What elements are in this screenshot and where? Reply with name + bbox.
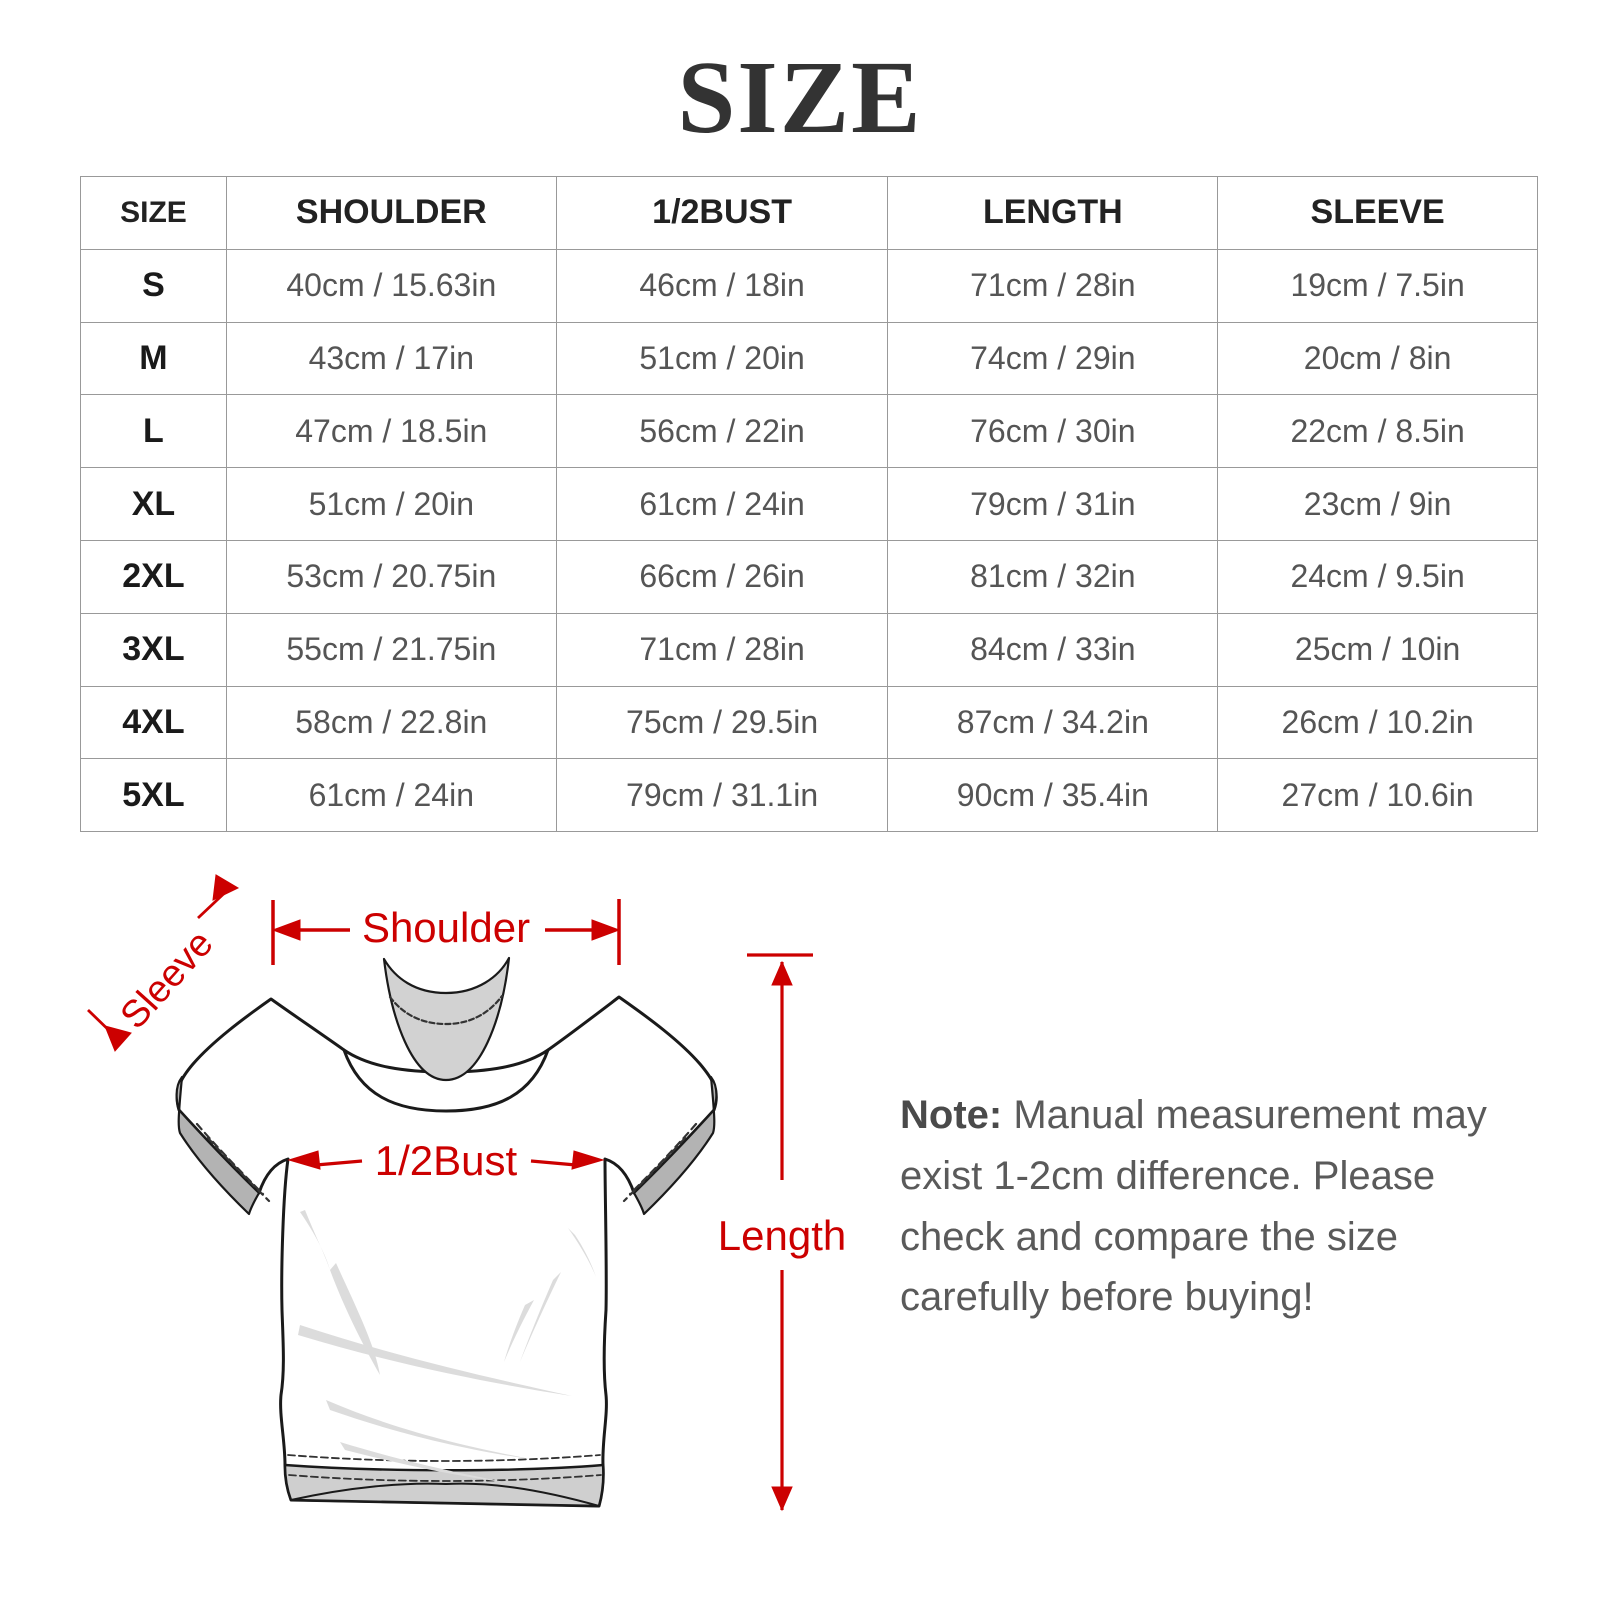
svg-text:Shoulder: Shoulder (362, 904, 530, 951)
svg-text:1/2Bust: 1/2Bust (375, 1137, 518, 1184)
svg-text:Length: Length (718, 1212, 846, 1259)
svg-text:Sleeve: Sleeve (113, 923, 222, 1037)
